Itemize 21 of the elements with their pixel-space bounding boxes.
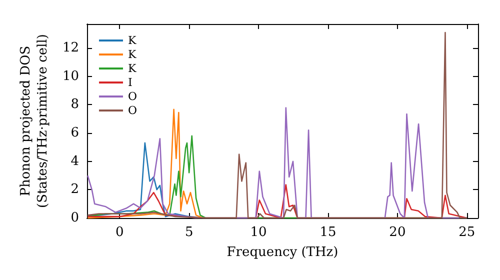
y-tick-label: 6	[70, 126, 79, 141]
x-axis-title: Frequency (THz)	[226, 245, 338, 260]
y-tick-label: 4	[70, 154, 79, 169]
y-tick-label: 2	[70, 182, 79, 198]
legend-label: K	[128, 34, 137, 47]
x-tick-label: 25	[458, 225, 476, 240]
legend-label: O	[128, 90, 138, 103]
y-tick-label: 8	[70, 97, 79, 112]
legend-label: O	[128, 104, 138, 117]
x-tick-label: 20	[389, 225, 406, 240]
x-tick-label: 0	[116, 225, 124, 240]
y-tick-label: 10	[62, 68, 79, 84]
x-tick-label: 5	[184, 225, 194, 240]
x-tick-label: 15	[320, 225, 336, 240]
y-axis-title: Phonon projected DOS (States/THz·primitive cell)	[18, 34, 51, 208]
legend-label: I	[128, 76, 132, 89]
legend-label: K	[128, 62, 137, 75]
y-tick-label: 12	[62, 40, 79, 56]
y-tick-label: 0	[70, 210, 79, 226]
x-tick-label: 10	[250, 225, 267, 240]
legend-label: K	[128, 48, 137, 61]
